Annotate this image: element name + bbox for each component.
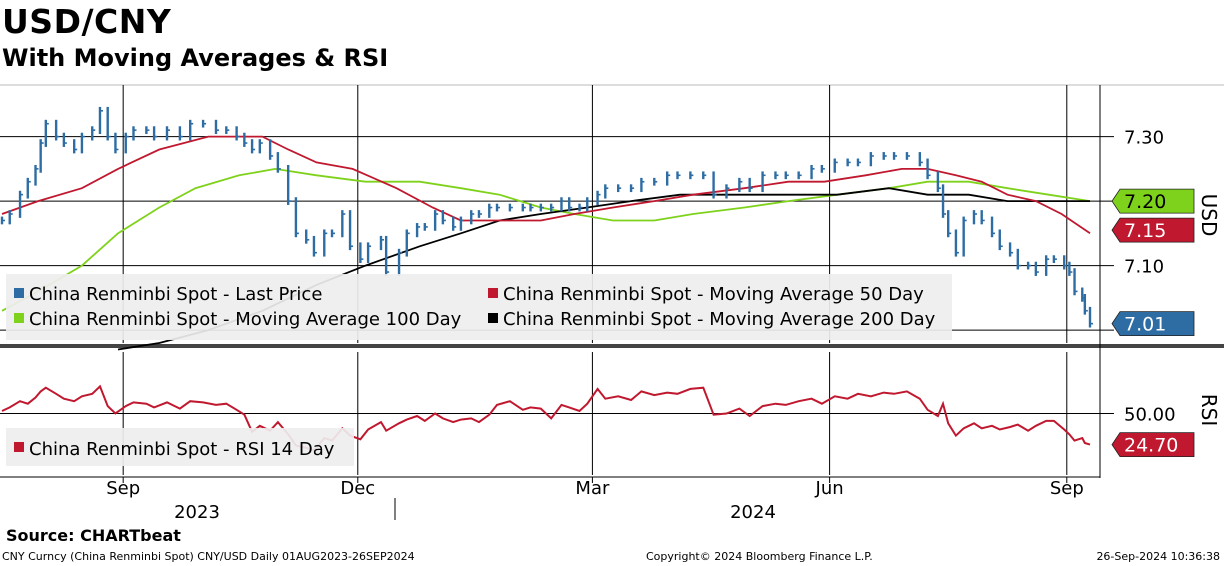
y-tick-label: 7.10 <box>1124 257 1164 278</box>
chart-title: USD/CNY <box>2 2 172 41</box>
ma50-last-tag-value: 7.15 <box>1124 220 1166 242</box>
rsi-series-group <box>1 384 1091 452</box>
ma100-last-tag-box <box>1111 188 1195 214</box>
x-tick-label: Jun <box>815 478 844 499</box>
ma50-last-tag: 7.15 <box>1111 217 1195 243</box>
legend-swatch <box>14 288 24 298</box>
legend-label: China Renminbi Spot - Moving Average 200… <box>503 309 936 330</box>
x-tick-label: Sep <box>1050 478 1084 499</box>
copyright-note: Copyright© 2024 Bloomberg Finance L.P. <box>646 550 873 563</box>
legend-label: China Renminbi Spot - Last Price <box>29 284 322 305</box>
price-last-tag: 7.01 <box>1111 311 1195 337</box>
legend-label: China Renminbi Spot - RSI 14 Day <box>29 439 335 460</box>
legend-label: China Renminbi Spot - Moving Average 50 … <box>503 284 924 305</box>
legend-group: China Renminbi Spot - Last Price China Re… <box>6 274 952 466</box>
x-tick-label: Sep <box>106 478 140 499</box>
ma50-last-tag-box <box>1111 217 1195 243</box>
x-tick-label: Mar <box>575 478 610 499</box>
ma100-last-tag: 7.20 <box>1111 188 1195 214</box>
price-axis-title: USD <box>1197 194 1221 237</box>
price-last-tag-box <box>1111 311 1195 337</box>
axes-group: 7.30 7.10 50.00 USD RSI Sep Dec Mar Jun Sep 2023 20… <box>0 85 1221 520</box>
rsi-axis-title: RSI <box>1197 394 1221 427</box>
y-tick-label: 7.30 <box>1124 128 1164 149</box>
legend-swatch <box>488 288 498 298</box>
security-description: CNY Curncy (China Renminbi Spot) CNY/USD… <box>2 550 415 563</box>
chart-subtitle: With Moving Averages & RSI <box>2 44 389 72</box>
source-note: Source: CHARTbeat <box>6 526 181 545</box>
price-last-tag-value: 7.01 <box>1124 314 1166 336</box>
price-legend-box <box>6 274 952 340</box>
year-label: 2024 <box>730 502 776 520</box>
legend-swatch <box>14 313 24 323</box>
rsi-last-tag: 24.70 <box>1111 432 1195 458</box>
rsi-last-tag-box <box>1111 432 1195 458</box>
rsi-legend-box <box>6 428 354 466</box>
timestamp: 26-Sep-2024 10:36:38 <box>1096 550 1220 563</box>
rsi-gridlines <box>0 352 1114 475</box>
ma50-line <box>1 135 1091 235</box>
rsi-last-tag-value: 24.70 <box>1124 435 1178 457</box>
x-tick-label: Dec <box>340 478 375 499</box>
legend-swatch <box>488 313 498 323</box>
rsi-line <box>1 384 1091 452</box>
rsi-y-tick-label: 50.00 <box>1124 405 1176 426</box>
year-label: 2023 <box>174 502 220 520</box>
ma100-last-tag-value: 7.20 <box>1124 191 1166 213</box>
legend-swatch <box>14 442 24 452</box>
chart-area: China Renminbi Spot - Last Price China Re… <box>0 84 1224 520</box>
legend-label: China Renminbi Spot - Moving Average 100… <box>29 309 462 330</box>
